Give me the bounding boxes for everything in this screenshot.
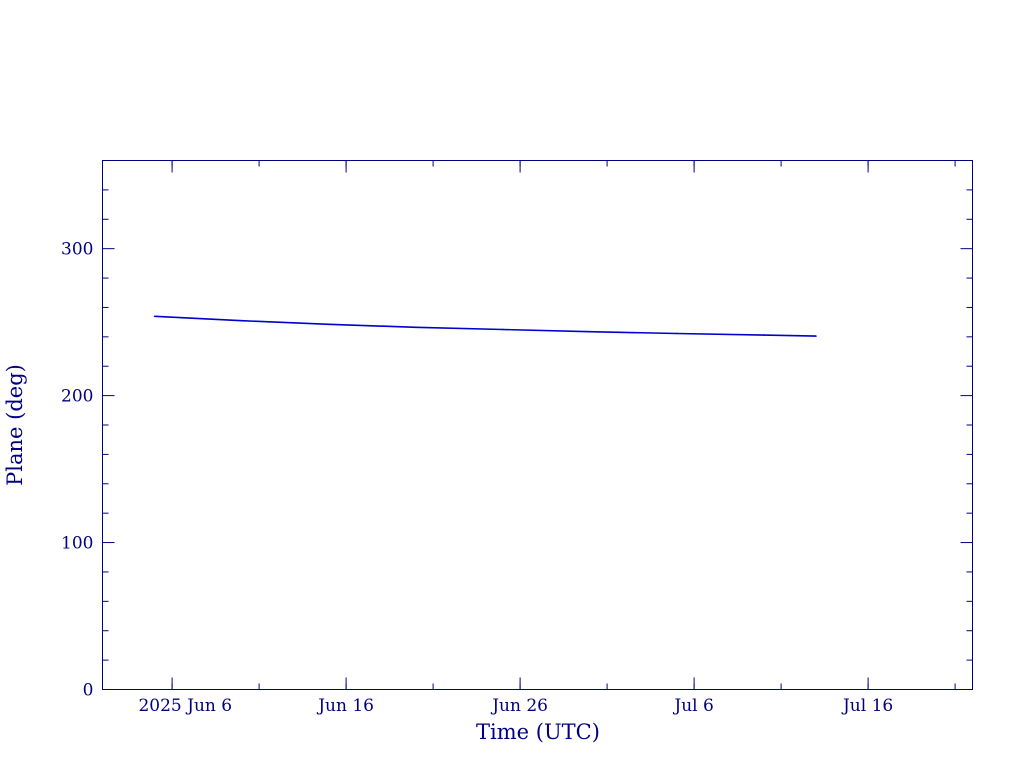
data-point [588,330,591,333]
y-tick-label: 200 [61,387,93,407]
x-tick-label: Jun 26 [490,696,548,716]
data-point [501,328,504,331]
x-axis: 2025 Jun 6 Jun 16 Jun 26 Jul 6 Jul 16 [138,160,956,716]
x-tick-label: Jul 6 [672,696,713,716]
x-tick-label: Jul 16 [841,696,893,716]
y-tick-label: 300 [61,240,93,260]
data-point [153,315,156,318]
data-point [414,326,417,329]
data-point [815,335,817,337]
x-tick-label: Jun 16 [316,696,374,716]
data-point [327,323,330,326]
y-tick-label: 0 [83,681,94,701]
y-tick-label: 100 [61,534,93,554]
x-tick-label: 2025 Jun 6 [138,696,232,716]
data-point [675,332,678,335]
series-layer [153,315,817,337]
data-point [762,334,765,336]
series-line [154,315,816,337]
data-point [240,319,243,322]
y-axis: 0 100 200 300 [61,189,973,701]
plot-frame [102,160,973,690]
y-axis-title: Plane (deg) [3,364,27,486]
x-axis-title: Time (UTC) [476,720,600,744]
